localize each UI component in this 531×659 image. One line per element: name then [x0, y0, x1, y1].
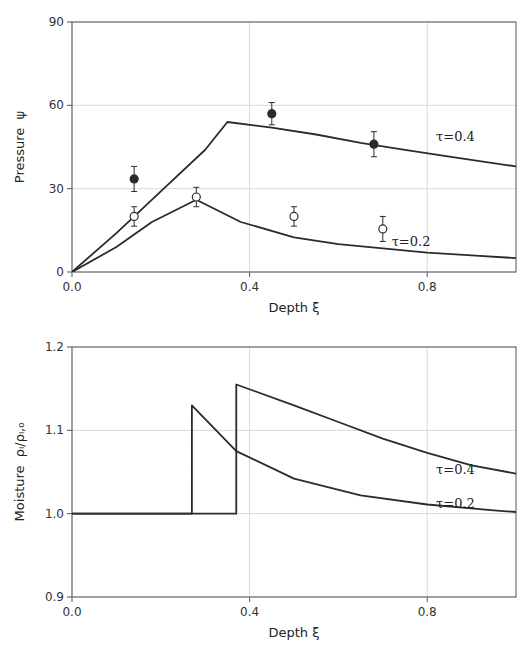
tick-label: 30	[49, 182, 64, 196]
error-bar	[131, 166, 137, 191]
grid-line	[72, 105, 516, 106]
tick-mark	[427, 597, 428, 602]
tick-label: 0.0	[62, 280, 81, 294]
tick-label: 0.8	[418, 280, 437, 294]
tick-mark	[249, 597, 250, 602]
x-axis-label: Depth ξ	[269, 625, 320, 640]
tick-mark	[67, 430, 72, 431]
line	[72, 405, 516, 513]
point	[290, 212, 298, 220]
tick-label: 1.1	[45, 423, 64, 437]
plot-area	[72, 103, 516, 272]
tick-label: 0.0	[62, 605, 81, 619]
tick-mark	[427, 272, 428, 277]
annotation: τ=0.4	[436, 462, 475, 477]
tick-label: 1.2	[45, 340, 64, 354]
tick-label: 0.4	[240, 605, 259, 619]
tick-label: 0	[56, 265, 64, 279]
chart-figure: 0.0 0.4 0.8 0 30 60 90 τ=0.4 τ=0.2 Depth ξ Pressur…	[0, 0, 531, 659]
error-bar	[193, 187, 199, 206]
panel: 0.0 0.4 0.8 0 30 60 90 τ=0.4 τ=0.2 Depth ξ Pressur…	[12, 15, 516, 315]
point	[370, 140, 378, 148]
error-bar	[291, 207, 297, 226]
error-bar	[380, 216, 386, 241]
tick-label: 90	[49, 15, 64, 29]
x-axis-label: Depth ξ	[269, 300, 320, 315]
point	[192, 193, 200, 201]
plot-frame	[72, 22, 516, 272]
tick-label: 0.9	[45, 590, 64, 604]
tick-mark	[67, 22, 72, 23]
tick-label: 0.4	[240, 280, 259, 294]
tick-mark	[67, 347, 72, 348]
tick-mark	[67, 105, 72, 106]
annotation: τ=0.2	[436, 496, 475, 511]
line	[72, 385, 516, 514]
tick-label: 0.8	[418, 605, 437, 619]
tick-mark	[67, 188, 72, 189]
tick-mark	[72, 597, 73, 602]
point	[130, 175, 138, 183]
error-bar	[269, 103, 275, 125]
point	[130, 212, 138, 220]
error-bar	[131, 207, 137, 226]
tick-label: 1.0	[45, 507, 64, 521]
grid-line	[427, 347, 428, 597]
grid-line	[72, 430, 516, 431]
grid-line	[72, 188, 516, 189]
point	[379, 225, 387, 233]
grid-line	[249, 347, 250, 597]
tick-mark	[249, 272, 250, 277]
annotation: τ=0.4	[436, 129, 475, 144]
tick-mark	[72, 272, 73, 277]
tick-mark	[67, 272, 72, 273]
line	[72, 200, 516, 272]
tick-mark	[67, 513, 72, 514]
plot-area	[72, 385, 516, 514]
annotation: τ=0.2	[392, 234, 431, 249]
point	[268, 110, 276, 118]
tick-mark	[67, 597, 72, 598]
panel: 0.0 0.4 0.8 0.9 1.0 1.1 1.2 τ=0.4 τ=0.2 Depth ξ Mo…	[12, 340, 516, 640]
error-bar	[371, 132, 377, 157]
grid-line	[249, 22, 250, 272]
line	[72, 122, 516, 272]
y-axis-label: Moisture ρₗ/ρₗ,₀	[12, 423, 27, 522]
y-axis-label: Pressure ψ	[12, 111, 27, 183]
tick-label: 60	[49, 98, 64, 112]
plot-frame	[72, 347, 516, 597]
